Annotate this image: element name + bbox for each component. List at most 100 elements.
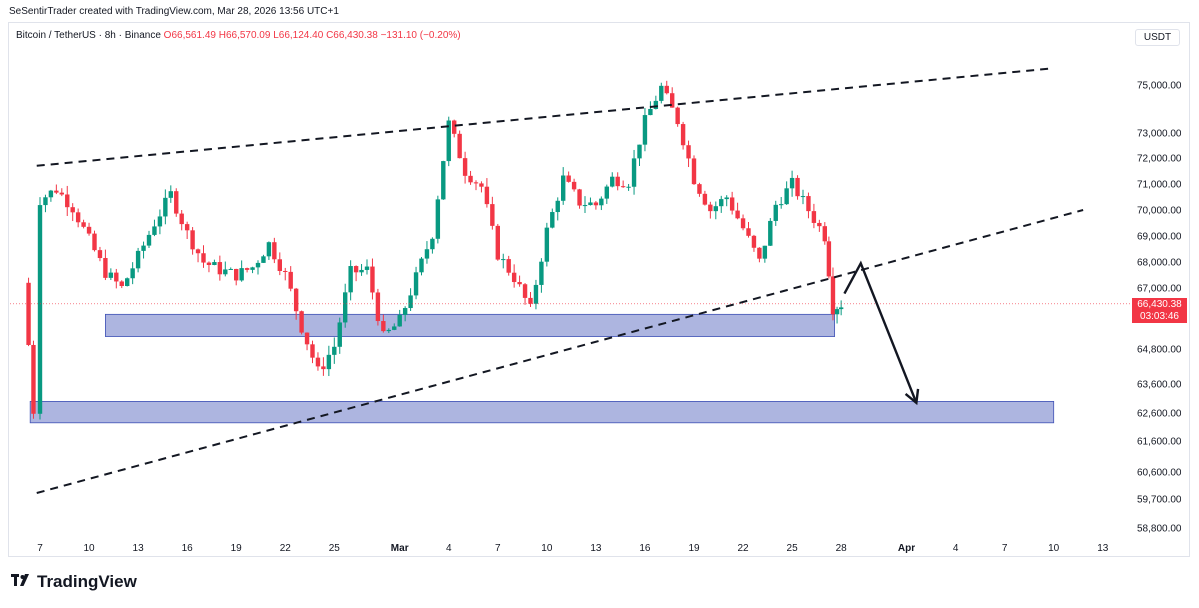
candle-body xyxy=(223,269,228,275)
candle-body xyxy=(43,197,48,206)
price-tick-label: 64,800.00 xyxy=(1137,345,1182,356)
time-tick-label: 16 xyxy=(182,543,194,554)
ohlc-close: C66,430.38 xyxy=(326,30,378,41)
candle-body xyxy=(664,85,669,94)
candle-body xyxy=(435,199,441,239)
candle-body xyxy=(550,212,555,228)
candle-body xyxy=(370,266,375,293)
candle-body xyxy=(670,93,675,108)
support-zone xyxy=(105,313,836,337)
time-tick-label: 25 xyxy=(329,543,341,554)
price-tick-label: 73,000.00 xyxy=(1137,129,1182,140)
candle-body xyxy=(626,186,631,188)
candle-body xyxy=(141,245,146,251)
candle-body xyxy=(544,227,550,262)
candle-body xyxy=(75,212,81,223)
support-zones xyxy=(29,313,1055,424)
candle-body xyxy=(566,175,571,182)
candle-body xyxy=(234,268,239,281)
candle-body xyxy=(446,120,451,162)
price-tick-label: 72,000.00 xyxy=(1137,154,1182,165)
candle-body xyxy=(642,115,648,145)
candle-body xyxy=(97,250,103,259)
time-tick-label: 28 xyxy=(836,543,848,554)
candle-body xyxy=(501,259,506,261)
time-tick-label: 7 xyxy=(1002,543,1008,554)
candle-body xyxy=(201,253,206,263)
candle-body xyxy=(817,222,822,227)
chart-frame[interactable] xyxy=(8,22,1190,557)
candle-body xyxy=(119,281,124,287)
candle-body xyxy=(81,222,86,227)
candle-body xyxy=(686,145,691,159)
candle-body xyxy=(244,268,250,270)
candle-body xyxy=(190,230,195,250)
candle-body xyxy=(680,124,686,146)
candle-body xyxy=(539,261,544,285)
price-tick-label: 71,000.00 xyxy=(1137,180,1182,191)
candle-body xyxy=(615,176,620,187)
candle-body xyxy=(773,204,778,221)
candle-body xyxy=(822,226,827,242)
candle-body xyxy=(54,190,59,193)
candle-body xyxy=(637,144,642,159)
candle-body xyxy=(48,190,54,198)
candle-body xyxy=(806,196,811,212)
candle-body xyxy=(599,198,604,206)
price-tick-label: 68,000.00 xyxy=(1137,258,1182,269)
candle-body xyxy=(337,322,342,347)
candle-body xyxy=(255,262,261,268)
time-axis: 7 10 13 16 19 22 25 Mar 4 7 10 13 16 19 22 25 28 Apr 4 7 10 1… xyxy=(37,543,1109,554)
candle-body xyxy=(751,235,757,248)
candles xyxy=(10,80,1130,420)
currency-button[interactable]: USDT xyxy=(1135,29,1180,46)
candle-body xyxy=(59,192,64,195)
time-tick-label: 10 xyxy=(541,543,553,554)
price-tick-label: 63,600.00 xyxy=(1137,380,1182,391)
candle-body xyxy=(610,176,615,187)
chart-credit: SeSentirTrader created with TradingView.… xyxy=(9,6,339,17)
candle-body xyxy=(659,85,664,101)
candle-body xyxy=(31,344,36,414)
candle-body xyxy=(593,202,599,206)
tradingview-logo[interactable]: TradingView xyxy=(11,572,137,592)
candle-body xyxy=(108,272,114,278)
candle-body xyxy=(452,120,457,134)
candle-body xyxy=(228,268,233,270)
price-tick-label: 69,000.00 xyxy=(1137,232,1182,243)
candle-body xyxy=(212,262,217,266)
symbol-legend: Bitcoin / TetherUS · 8h · Binance O66,56… xyxy=(16,30,461,41)
candle-body xyxy=(70,207,75,213)
ohlc-open: O66,561.49 xyxy=(163,30,216,41)
candle-body xyxy=(386,329,391,332)
price-tick-label: 62,600.00 xyxy=(1137,409,1182,420)
time-tick-label: 22 xyxy=(280,543,292,554)
time-tick-label: 22 xyxy=(737,543,749,554)
candle-body xyxy=(653,100,659,109)
candle-body xyxy=(768,220,773,246)
candle-body xyxy=(648,108,653,116)
time-tick-label: 10 xyxy=(83,543,95,554)
candle-body xyxy=(729,197,735,211)
time-tick-label: 4 xyxy=(953,543,959,554)
candle-body xyxy=(441,161,446,200)
candle-body xyxy=(26,282,31,345)
candle-body xyxy=(789,177,795,189)
candle-body xyxy=(479,183,484,187)
candle-body xyxy=(561,175,566,201)
candle-body xyxy=(424,249,430,259)
candle-body xyxy=(468,175,473,183)
candle-body xyxy=(266,242,272,257)
candle-body xyxy=(299,311,304,333)
candle-body xyxy=(511,272,517,283)
symbol-name: Bitcoin / TetherUS · 8h · Binance xyxy=(16,30,161,41)
candle-body xyxy=(168,191,173,198)
price-tick-label: 75,000.00 xyxy=(1137,81,1182,92)
candle-body xyxy=(397,314,402,327)
candle-body xyxy=(250,267,255,270)
candle-body xyxy=(163,197,168,217)
candle-body xyxy=(631,158,637,187)
candle-body xyxy=(402,308,408,315)
candle-body xyxy=(462,158,468,176)
